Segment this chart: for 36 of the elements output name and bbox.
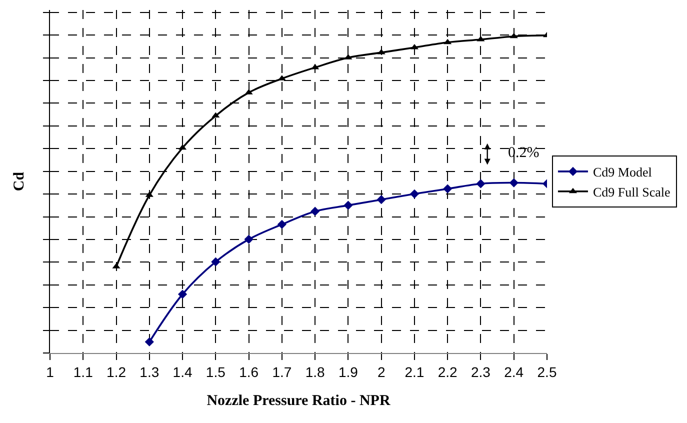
x-tick-label: 2.3: [470, 364, 491, 380]
legend-label: Cd9 Model: [592, 164, 652, 180]
point: [410, 189, 420, 198]
point: [509, 178, 518, 188]
point: [144, 337, 154, 346]
x-tick-label: 1.3: [140, 364, 160, 380]
x-tick-label: 2.5: [537, 364, 557, 380]
x-tick-label: 1.7: [272, 364, 292, 380]
point: [376, 195, 386, 204]
x-tick-label: 1.1: [73, 364, 94, 380]
x-axis-title: Nozzle Pressure Ratio - NPR: [206, 392, 390, 409]
x-tick-label: 2.2: [438, 364, 458, 380]
y-axis-title: Cd: [11, 171, 28, 192]
point: [310, 206, 320, 216]
x-tick-label: 1.6: [239, 364, 259, 380]
point: [211, 257, 220, 266]
x-tick-label: 2: [377, 364, 386, 380]
x-tick-label: 1.8: [305, 364, 326, 380]
point: [443, 184, 452, 194]
point: [344, 200, 353, 210]
x-tick-label: 1.4: [172, 364, 192, 380]
x-tick-label: 1.9: [338, 364, 358, 380]
point: [244, 234, 254, 244]
x-tick-label: 1: [46, 364, 54, 380]
x-tick-label: 1.2: [106, 364, 126, 380]
point: [212, 112, 220, 118]
point: [311, 64, 320, 70]
x-tick-label: 2.4: [504, 364, 524, 380]
x-tick-label: 2.1: [404, 364, 424, 380]
point: [476, 179, 486, 188]
x-tick-label: 1.5: [206, 364, 226, 380]
legend-label: Cd9 Full Scale: [592, 184, 670, 200]
point: [510, 32, 518, 38]
point: [444, 38, 452, 44]
point: [277, 220, 286, 229]
point: [178, 290, 188, 299]
